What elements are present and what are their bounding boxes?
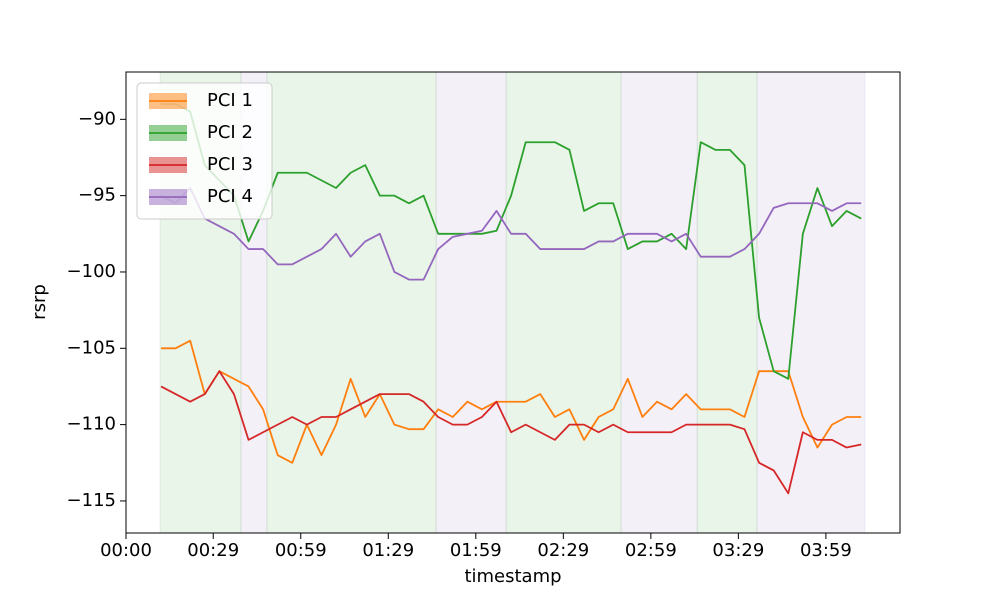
x-tick-label: 00:29 <box>187 540 239 561</box>
x-axis-label: timestamp <box>464 566 561 587</box>
span <box>435 71 507 534</box>
legend-label: PCI 4 <box>207 186 253 207</box>
span <box>756 71 866 534</box>
x-tick-label: 01:59 <box>450 540 502 561</box>
y-tick-label: −105 <box>67 337 116 358</box>
span <box>505 71 622 534</box>
y-axis-label: rsrp <box>29 284 50 320</box>
x-tick-label: 02:29 <box>537 540 589 561</box>
y-tick-label: −90 <box>78 108 116 129</box>
legend-label: PCI 2 <box>207 122 253 143</box>
x-tick-label: 00:00 <box>100 540 152 561</box>
series-line <box>160 370 862 495</box>
span <box>620 71 698 534</box>
spans <box>159 71 866 534</box>
series-line <box>161 103 862 380</box>
x-tick-label: 00:59 <box>275 540 327 561</box>
x-tick-label: 03:29 <box>712 540 764 561</box>
legend-box <box>136 82 273 220</box>
legend: PCI 1 PCI 2 PCI 3 PCI 4 <box>136 82 273 220</box>
x-tick-label: 03:59 <box>800 540 852 561</box>
ticks: −115 −110 −105 −100 −95 −90 00:00 00:29 00:59 01:… <box>67 108 852 561</box>
legend-label: PCI 1 <box>207 90 253 111</box>
series-line <box>160 187 862 281</box>
x-tick-label: 01:29 <box>362 540 414 561</box>
y-tick-label: −110 <box>67 414 116 435</box>
legend-label: PCI 3 <box>207 154 253 175</box>
plot-frame <box>125 71 901 534</box>
span <box>696 71 758 534</box>
x-tick-label: 02:59 <box>625 540 677 561</box>
lines <box>160 103 862 495</box>
y-tick-label: −95 <box>78 185 116 206</box>
series-line <box>161 339 862 464</box>
y-tick-label: −115 <box>67 490 116 511</box>
span <box>266 71 437 534</box>
y-tick-label: −100 <box>67 261 116 282</box>
